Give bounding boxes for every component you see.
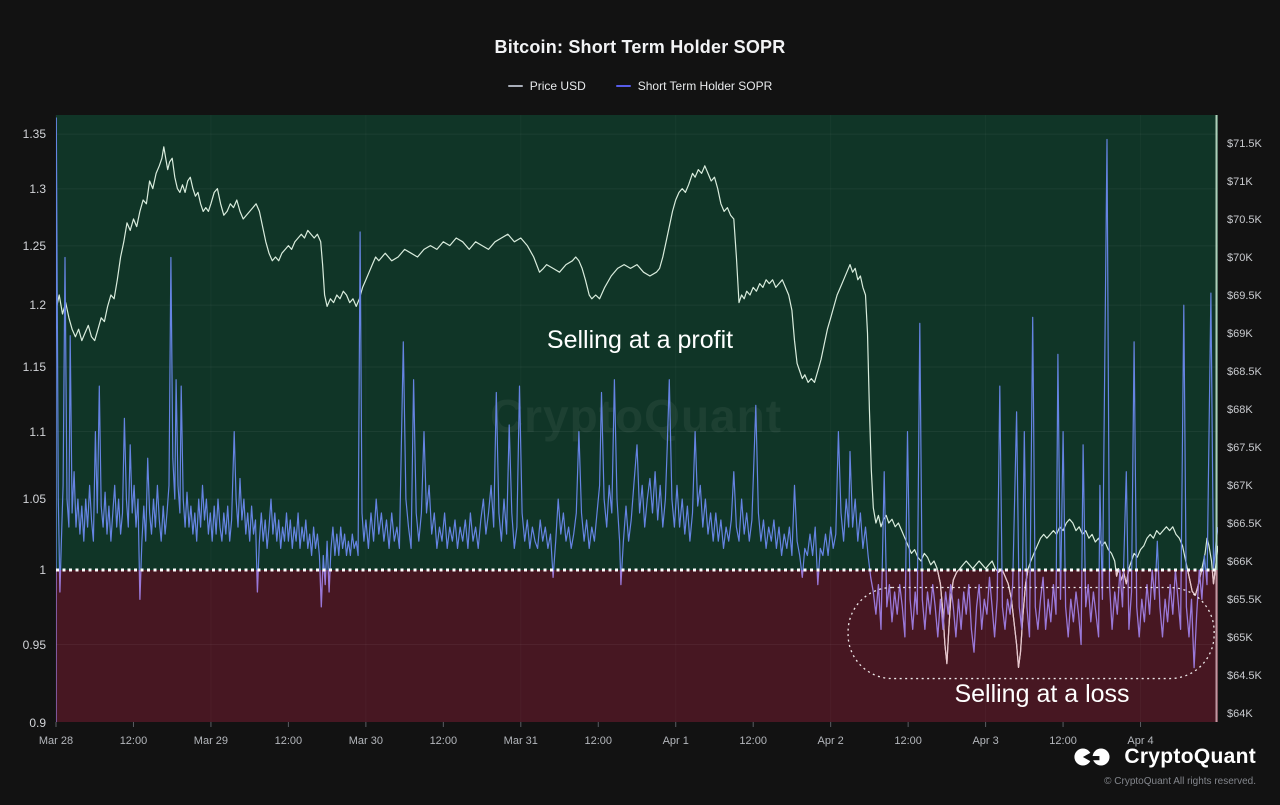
cryptoquant-brand[interactable]: CryptoQuant (1074, 745, 1256, 769)
sopr-line-below-baseline (56, 570, 1215, 722)
annotation-selling-at-loss: Selling at a loss (954, 680, 1130, 708)
y-left-tick-label: 1.2 (29, 298, 46, 313)
y-left-tick-label: 1.25 (22, 238, 46, 253)
x-tick-label: Apr 2 (817, 735, 844, 747)
y-right-tick-label: $71.5K (1227, 138, 1262, 150)
x-tick-label: Mar 28 (38, 735, 74, 747)
y-right-tick-label: $67.5K (1227, 442, 1262, 454)
y-right-tick-label: $69.5K (1227, 290, 1262, 302)
y-right-tick-label: $65.5K (1227, 594, 1262, 606)
y-right-tick-label: $66K (1227, 556, 1253, 568)
brand-wordmark: CryptoQuant (1124, 745, 1256, 768)
y-right-tick-label: $64K (1227, 708, 1253, 720)
x-tick-label: 12:00 (1049, 735, 1077, 747)
watermark-text: CryptoQuant (490, 390, 782, 442)
x-tick-label: Mar 31 (503, 735, 538, 747)
chart-legend: Price USD Short Term Holder SOPR (0, 79, 1280, 93)
y-left-tick-label: 1.15 (22, 359, 46, 374)
y-right-tick-label: $68.5K (1227, 366, 1262, 378)
legend-label-price: Price USD (529, 79, 586, 93)
price-line-swatch-icon (507, 85, 523, 87)
y-left-tick-label: 1.3 (29, 181, 46, 196)
x-tick-label: Apr 1 (662, 735, 689, 747)
x-tick-label: 12:00 (274, 735, 303, 747)
loss-region-outline (847, 586, 1215, 680)
sopr-line (56, 117, 1218, 570)
x-tick-label: 12:00 (429, 735, 458, 747)
x-tick-label: Mar 29 (193, 735, 229, 747)
legend-item-price[interactable]: Price USD (507, 79, 586, 93)
y-left-tick-label: 1 (39, 563, 46, 577)
x-tick-label: 12:00 (739, 735, 767, 747)
y-right-tick-label: $64.5K (1227, 670, 1262, 682)
y-right-tick-label: $66.5K (1227, 518, 1262, 530)
y-right-tick-label: $71K (1227, 176, 1253, 188)
y-left-tick-label: 0.9 (29, 716, 46, 731)
y-left-tick-label: 1.05 (22, 492, 46, 507)
y-left-tick-label: 0.95 (22, 637, 46, 652)
y-right-tick-label: $70.5K (1227, 214, 1262, 226)
x-tick-label: Apr 3 (972, 735, 999, 747)
x-tick-label: Apr 4 (1127, 735, 1154, 747)
y-left-tick-label: 1.35 (22, 127, 46, 142)
x-tick-label: 12:00 (584, 735, 613, 747)
x-tick-label: Mar 30 (348, 735, 383, 747)
cryptoquant-logo-icon (1074, 745, 1116, 769)
x-tick-label: 12:00 (119, 735, 148, 747)
x-tick-label: 12:00 (894, 735, 922, 747)
y-left-tick-label: 1.1 (29, 424, 46, 439)
y-right-tick-label: $69K (1227, 328, 1253, 340)
annotation-selling-at-profit: Selling at a profit (546, 326, 734, 354)
y-right-tick-label: $67K (1227, 480, 1253, 492)
legend-label-sopr: Short Term Holder SOPR (637, 79, 773, 93)
y-right-tick-label: $70K (1227, 252, 1253, 264)
profit-region (56, 115, 1218, 570)
page-title: Bitcoin: Short Term Holder SOPR (494, 37, 786, 57)
y-right-tick-label: $65K (1227, 632, 1253, 644)
legend-item-sopr[interactable]: Short Term Holder SOPR (615, 79, 773, 93)
copyright-text: © CryptoQuant All rights reserved. (1104, 776, 1256, 787)
sopr-line-swatch-icon (615, 85, 631, 87)
y-right-tick-label: $68K (1227, 404, 1253, 416)
price-line (56, 146, 1218, 669)
